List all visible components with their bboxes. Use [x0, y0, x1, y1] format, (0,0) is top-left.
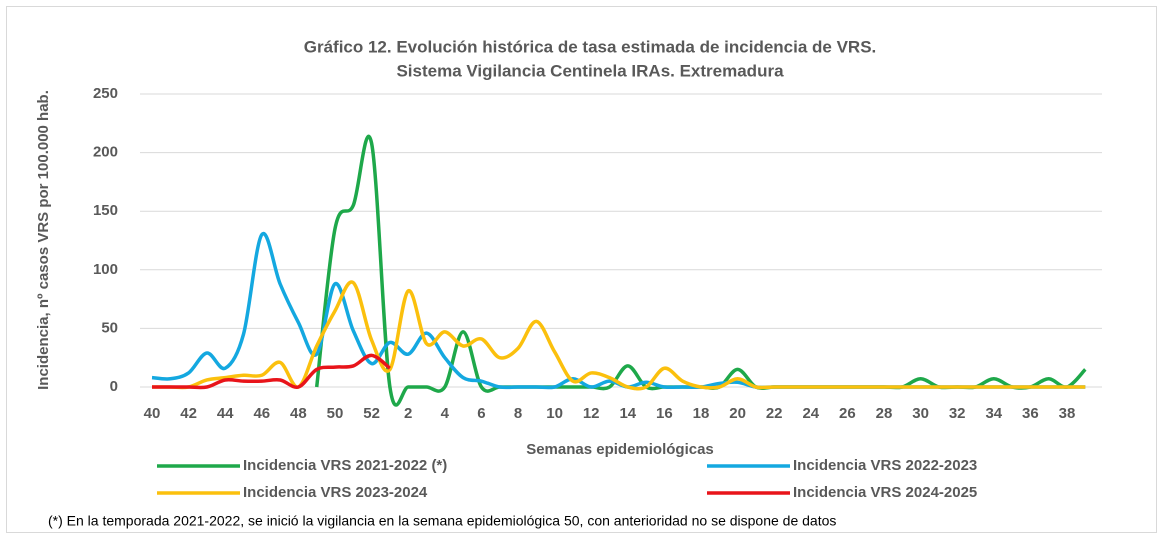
x-tick-label: 46 — [253, 405, 270, 422]
legend-label: Incidencia VRS 2024-2025 — [793, 484, 977, 501]
y-axis-title: Incidencia, nº casos VRS por 100.000 hab… — [35, 90, 52, 390]
y-tick-label: 0 — [110, 378, 118, 395]
x-tick-label: 2 — [404, 405, 412, 422]
x-tick-label: 32 — [949, 405, 966, 422]
x-tick-label: 42 — [180, 405, 197, 422]
x-tick-label: 50 — [327, 405, 344, 422]
x-tick-label: 24 — [802, 405, 819, 422]
x-tick-label: 14 — [619, 405, 636, 422]
y-tick-label: 200 — [93, 144, 118, 161]
chart-title: Gráfico 12. Evolución histórica de tasa … — [304, 37, 877, 56]
series-line — [151, 280, 1086, 391]
series-line — [151, 353, 391, 390]
x-tick-label: 30 — [912, 405, 929, 422]
x-tick-label: 34 — [985, 405, 1002, 422]
x-tick-label: 4 — [441, 405, 450, 422]
legend-label: Incidencia VRS 2022-2023 — [793, 457, 977, 474]
x-tick-label: 40 — [144, 405, 161, 422]
x-tick-label: 6 — [477, 405, 485, 422]
x-tick-label: 26 — [839, 405, 856, 422]
y-tick-label: 100 — [93, 261, 118, 278]
x-tick-label: 38 — [1059, 405, 1076, 422]
x-tick-label: 48 — [290, 405, 307, 422]
y-tick-label: 250 — [93, 85, 118, 102]
legend-label: Incidencia VRS 2023-2024 — [243, 484, 428, 501]
footnote: (*) En la temporada 2021-2022, se inició… — [48, 513, 836, 529]
y-tick-label: 50 — [101, 319, 118, 336]
x-tick-label: 18 — [693, 405, 710, 422]
x-tick-label: 12 — [583, 405, 600, 422]
chart-subtitle: Sistema Vigilancia Centinela IRAs. Extre… — [396, 61, 784, 80]
x-tick-label: 22 — [766, 405, 783, 422]
x-tick-label: 16 — [656, 405, 673, 422]
x-tick-label: 20 — [729, 405, 746, 422]
x-tick-label: 28 — [876, 405, 893, 422]
x-tick-label: 44 — [217, 405, 234, 422]
x-tick-label: 8 — [514, 405, 522, 422]
x-axis-title: Semanas epidemiológicas — [526, 441, 714, 458]
y-tick-label: 150 — [93, 202, 118, 219]
x-tick-label: 36 — [1022, 405, 1039, 422]
x-tick-label: 52 — [363, 405, 380, 422]
legend-label: Incidencia VRS 2021-2022 (*) — [243, 457, 447, 474]
x-tick-label: 10 — [546, 405, 563, 422]
